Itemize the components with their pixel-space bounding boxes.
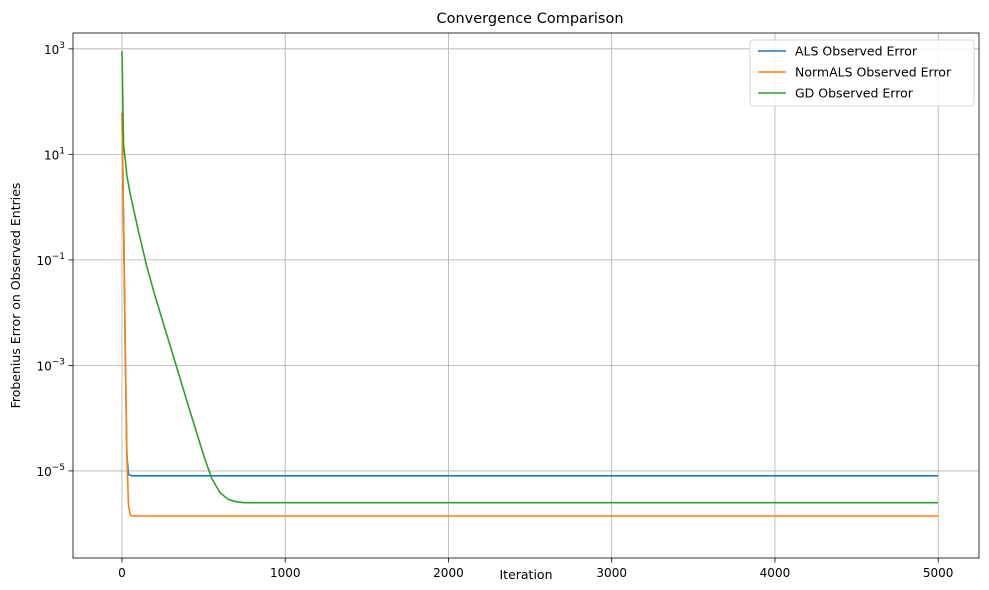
y-tick-base: 10 <box>36 254 51 268</box>
legend-label: GD Observed Error <box>795 86 914 101</box>
legend: ALS Observed Error NormALS Observed Error… <box>749 39 975 107</box>
x-tick-label: 1000 <box>270 566 301 580</box>
y-tick-label: 10−5 <box>36 463 65 479</box>
y-tick-base: 10 <box>36 359 51 373</box>
chart-title: Convergence Comparison <box>436 11 623 27</box>
x-tick-label: 4000 <box>760 566 791 580</box>
series-line-2 <box>121 51 939 504</box>
y-tick-base: 10 <box>44 148 59 162</box>
y-tick-base: 10 <box>44 43 59 57</box>
y-tick-label: 10−3 <box>36 357 65 373</box>
y-tick-base: 10 <box>36 465 51 479</box>
y-tick-label: 10−1 <box>36 252 65 268</box>
y-tick-exponent: −1 <box>52 252 65 262</box>
y-tick-exponent: −3 <box>52 357 65 367</box>
series-line-1 <box>121 113 939 517</box>
y-tick-exponent: 3 <box>59 41 65 51</box>
plot-area <box>73 33 979 558</box>
x-tick-label: 3000 <box>596 566 627 580</box>
legend-label: ALS Observed Error <box>795 44 918 59</box>
y-axis-label: Frobenius Error on Observed Entries <box>8 183 23 409</box>
x-tick-label: 0 <box>118 566 126 580</box>
y-tick-exponent: 1 <box>59 146 65 156</box>
x-tick-label: 5000 <box>923 566 954 580</box>
legend-box <box>749 39 975 107</box>
x-tick-label: 2000 <box>433 566 464 580</box>
x-axis-label: Iteration <box>499 567 552 582</box>
legend-label: NormALS Observed Error <box>795 65 952 80</box>
plot-frame <box>72 32 980 559</box>
y-tick-label: 101 <box>44 146 65 162</box>
x-axis-ticks: 0 1000 2000 3000 4000 5000 <box>118 558 953 580</box>
y-tick-exponent: −5 <box>52 463 65 473</box>
series-lines <box>121 51 939 517</box>
y-tick-label: 103 <box>44 41 65 57</box>
